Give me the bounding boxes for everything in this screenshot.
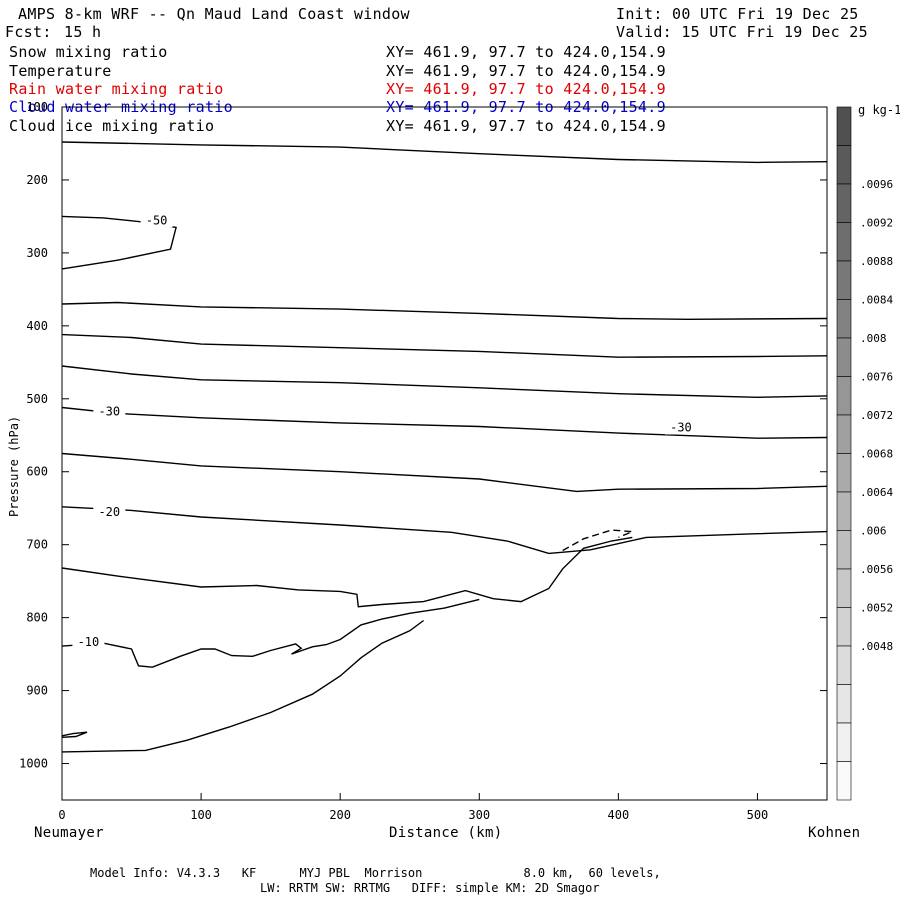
colorbar-swatch [836,684,852,724]
y-tick-label: 500 [26,392,48,406]
field-xy-snow: XY= 461.9, 97.7 to 424.0,154.9 [386,43,666,61]
colorbar-label: .0048 [860,640,893,653]
colorbar-label: .0064 [860,486,893,499]
valid-time: Valid: 15 UTC Fri 19 Dec 25 [616,23,868,41]
field-name-rain: Rain water mixing ratio [9,80,224,98]
colorbar-swatch [836,299,852,339]
colorbar-swatch [836,491,852,531]
colorbar-swatch [836,645,852,685]
x-tick-label: 200 [329,808,351,822]
contour-label: -10 [78,635,100,649]
contour-label-bg [140,213,173,228]
colorbar-swatch [836,183,852,223]
colorbar-swatch [836,722,852,762]
y-tick-label: 700 [26,538,48,552]
contour-line [61,406,828,439]
contour-line [61,215,177,270]
colorbar-label: .0088 [860,255,893,268]
x-tick-label: 500 [747,808,769,822]
field-xy-temperature: XY= 461.9, 97.7 to 424.0,154.9 [386,62,666,80]
x-tick-label: 300 [468,808,490,822]
y-tick-label: 600 [26,465,48,479]
field-name-snow: Snow mixing ratio [9,43,168,61]
colorbar-label: .0056 [860,563,893,576]
field-name-cloud-ice: Cloud ice mixing ratio [9,117,215,135]
colorbar-swatch [836,453,852,493]
forecast-label: Fcst: [5,23,52,41]
field-xy-cloud-ice: XY= 461.9, 97.7 to 424.0,154.9 [386,117,666,135]
colorbar-swatch [836,607,852,647]
y-tick-label: 400 [26,319,48,333]
x-tick-label: 400 [608,808,630,822]
colorbar-label: .0052 [860,602,893,615]
contour-label: -20 [98,505,120,519]
colorbar-label: .0084 [860,294,893,307]
x-tick-label: 100 [190,808,212,822]
contour-line [61,598,480,668]
temperature-contours: -50 -30 -30 -20 -10 [61,141,828,753]
axis-ticks: 0 100 200 300 400 500 100 200 300 400 500 600 700 800… [19,100,827,822]
y-tick-label: 800 [26,611,48,625]
colorbar-swatch [836,761,852,801]
colorbar-swatch [836,145,852,185]
colorbar-label: .008 [860,332,887,345]
contour-line [61,333,828,358]
colorbar-label: .0068 [860,448,893,461]
colorbar-swatch [836,222,852,262]
plot-border [61,106,828,801]
contour-label: -50 [146,213,168,227]
colorbar-swatch [836,530,852,570]
colorbar: .0096 .0092 .0088 .0084 .008 .0076 .0072 .0068.… [836,106,893,801]
colorbar-swatch [836,568,852,608]
contour-line [61,619,425,753]
contour-line [61,731,88,738]
colorbar-label: .0072 [860,409,893,422]
contour-line [61,301,828,321]
contour-label: -30 [98,404,120,418]
contour-line [61,452,828,493]
colorbar-label: .0096 [860,178,893,191]
chart-title: AMPS 8-km WRF -- Qn Maud Land Coast wind… [18,5,410,23]
right-endpoint-label: Kohnen [808,825,861,841]
x-axis-label: Distance (km) [389,825,503,841]
footer-model-info: Model Info: V4.3.3 KF MYJ PBL Morrison 8… [90,866,661,880]
colorbar-unit: g kg-1 [858,103,900,117]
contour-label: -30 [670,420,692,434]
left-endpoint-label: Neumayer [34,825,104,841]
colorbar-swatch [836,337,852,377]
forecast-hour: 15 h [64,23,102,41]
contour-line [562,529,633,552]
contour-line [61,365,828,399]
y-tick-label: 1000 [19,757,48,771]
footer-physics-info: LW: RRTM SW: RRTMG DIFF: simple KM: 2D S… [260,881,600,895]
colorbar-label: .0092 [860,217,893,230]
colorbar-swatch [836,376,852,416]
y-tick-label: 300 [26,246,48,260]
plot-frame [61,106,828,801]
colorbar-swatch [836,414,852,454]
y-tick-label: 100 [26,100,48,114]
field-name-temperature: Temperature [9,62,112,80]
contour-line [61,536,633,608]
contour-label-bg [664,420,697,435]
colorbar-swatch [836,106,852,146]
contour-label-bg [93,404,126,419]
y-tick-label: 900 [26,684,48,698]
contour-label-bg [93,505,126,520]
y-axis-label: Pressure (hPa) [7,416,21,517]
field-xy-rain: XY= 461.9, 97.7 to 424.0,154.9 [386,80,666,98]
contour-label-bg [72,634,105,649]
init-time: Init: 00 UTC Fri 19 Dec 25 [616,5,859,23]
colorbar-label: .006 [860,525,887,538]
colorbar-label: .0076 [860,371,893,384]
contour-line [61,506,828,555]
colorbar-swatch [836,260,852,300]
x-tick-label: 0 [58,808,65,822]
contour-line [61,141,828,164]
y-tick-label: 200 [26,173,48,187]
